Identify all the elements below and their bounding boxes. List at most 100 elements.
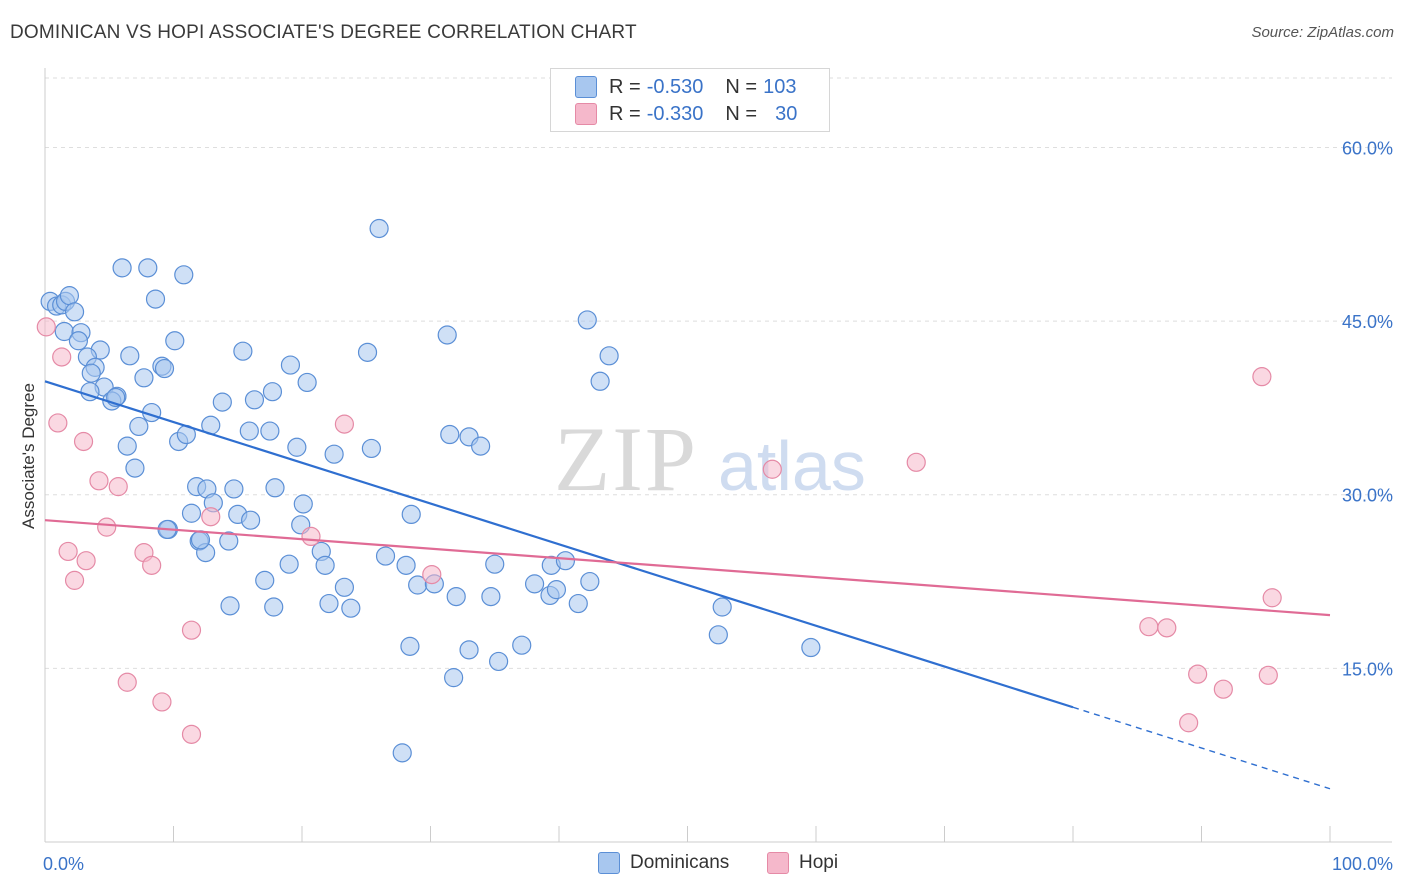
hopi-point xyxy=(1213,679,1233,699)
dominican-point xyxy=(361,438,381,459)
hopi-point xyxy=(181,724,202,744)
r-label: R = xyxy=(609,102,641,125)
hopi-point xyxy=(181,620,202,640)
legend-item-dominicans: Dominicans xyxy=(598,852,729,874)
dominican-point xyxy=(396,555,416,575)
dominican-point xyxy=(444,668,464,688)
legend-swatch-hopi xyxy=(767,852,789,874)
dominican-point xyxy=(357,342,378,362)
hopi-point xyxy=(36,317,56,337)
dominican-point xyxy=(262,382,283,402)
dominican-point xyxy=(590,371,610,391)
hopi-point xyxy=(108,477,128,497)
legend-row-dominicans: R = -0.530 N = 103 xyxy=(575,76,796,98)
dominican-point xyxy=(154,358,175,379)
dominican-point xyxy=(264,597,284,617)
r-label: R = xyxy=(609,75,641,98)
dominican-point xyxy=(546,580,567,600)
hopi-point xyxy=(142,555,162,575)
hopi-point xyxy=(422,564,442,585)
legend-item-hopi: Hopi xyxy=(767,852,838,874)
dominican-point xyxy=(437,325,457,345)
dominican-point xyxy=(315,555,335,575)
watermark-atlas: atlas xyxy=(718,427,866,505)
dominican-point xyxy=(280,355,301,375)
dominican-point xyxy=(244,390,265,410)
dominican-point xyxy=(341,598,361,618)
hopi-point xyxy=(1258,665,1278,685)
n-value: 30 xyxy=(775,102,798,125)
legend-swatch-hopi xyxy=(575,103,597,125)
dominican-point xyxy=(233,341,253,361)
hopi-point xyxy=(1252,367,1272,387)
hopi-point xyxy=(76,551,96,571)
r-value: -0.330 xyxy=(646,102,704,125)
dominican-point xyxy=(120,346,140,366)
y-axis-label: Associate's Degree xyxy=(19,383,38,529)
dominican-point xyxy=(708,625,728,645)
hopi-point xyxy=(201,507,221,527)
dominican-point xyxy=(375,546,396,566)
dominican-point xyxy=(112,258,132,278)
y-tick-label: 45.0% xyxy=(1342,312,1393,332)
source-label: Source: ZipAtlas.com xyxy=(1251,24,1394,41)
hopi-point xyxy=(64,570,85,590)
hopi-point xyxy=(1157,618,1177,638)
dominican-point xyxy=(481,586,501,607)
hopi-point xyxy=(1262,588,1282,608)
hopi-point xyxy=(152,692,172,712)
dominican-point xyxy=(219,531,239,551)
dominican-point xyxy=(369,218,389,239)
hopi-point xyxy=(73,431,94,452)
dominican-point xyxy=(459,640,479,660)
dominican-point xyxy=(145,289,166,309)
hopi-point xyxy=(1139,617,1159,637)
dominican-trend-line xyxy=(44,380,1074,709)
dominican-point xyxy=(239,421,259,441)
hopi-point xyxy=(89,471,109,491)
dominican-point xyxy=(265,478,285,498)
hopi-point xyxy=(97,517,117,537)
y-tick-label: 60.0% xyxy=(1342,138,1393,158)
dominican-point xyxy=(401,504,421,525)
n-label: N = xyxy=(725,102,758,125)
n-value: 103 xyxy=(763,75,797,98)
hopi-point xyxy=(58,541,78,562)
dominican-point xyxy=(568,593,588,614)
x-tick-label: 100.0% xyxy=(1332,854,1393,874)
n-label: N = xyxy=(725,75,758,98)
legend-swatch-dominicans xyxy=(575,76,597,98)
dominican-point xyxy=(580,571,600,592)
legend-label-dominicans: Dominicans xyxy=(630,852,730,873)
dominican-point xyxy=(68,331,89,351)
dominican-point xyxy=(512,635,532,655)
dominican-point xyxy=(599,346,619,366)
dominican-trend-extension xyxy=(1072,706,1331,790)
dominican-point xyxy=(224,479,244,499)
dominican-point xyxy=(712,597,732,617)
hopi-trend-line xyxy=(44,519,1331,617)
dominican-point xyxy=(255,570,275,590)
dominican-point xyxy=(181,503,202,523)
dominican-point xyxy=(260,421,280,441)
dominican-point xyxy=(297,372,317,393)
dominican-point xyxy=(165,331,185,351)
dominican-point xyxy=(801,637,821,658)
dominican-point xyxy=(319,593,339,614)
dominican-point xyxy=(64,302,85,322)
x-tick-label: 0.0% xyxy=(43,854,84,874)
legend-row-hopi: R = -0.330 N = 30 xyxy=(575,103,797,125)
hopi-point xyxy=(301,526,321,547)
watermark-zip: ZIP xyxy=(554,408,698,510)
dominican-point xyxy=(400,636,420,656)
hopi-point xyxy=(906,452,926,472)
dominican-point xyxy=(125,458,145,478)
hopi-point xyxy=(1188,664,1208,684)
dominican-point xyxy=(129,416,149,437)
dominican-point xyxy=(440,424,460,445)
series-legend: Dominicans Hopi xyxy=(0,852,1406,878)
dominican-point xyxy=(212,392,232,412)
dominican-point xyxy=(446,586,466,607)
dominican-point xyxy=(334,577,355,597)
